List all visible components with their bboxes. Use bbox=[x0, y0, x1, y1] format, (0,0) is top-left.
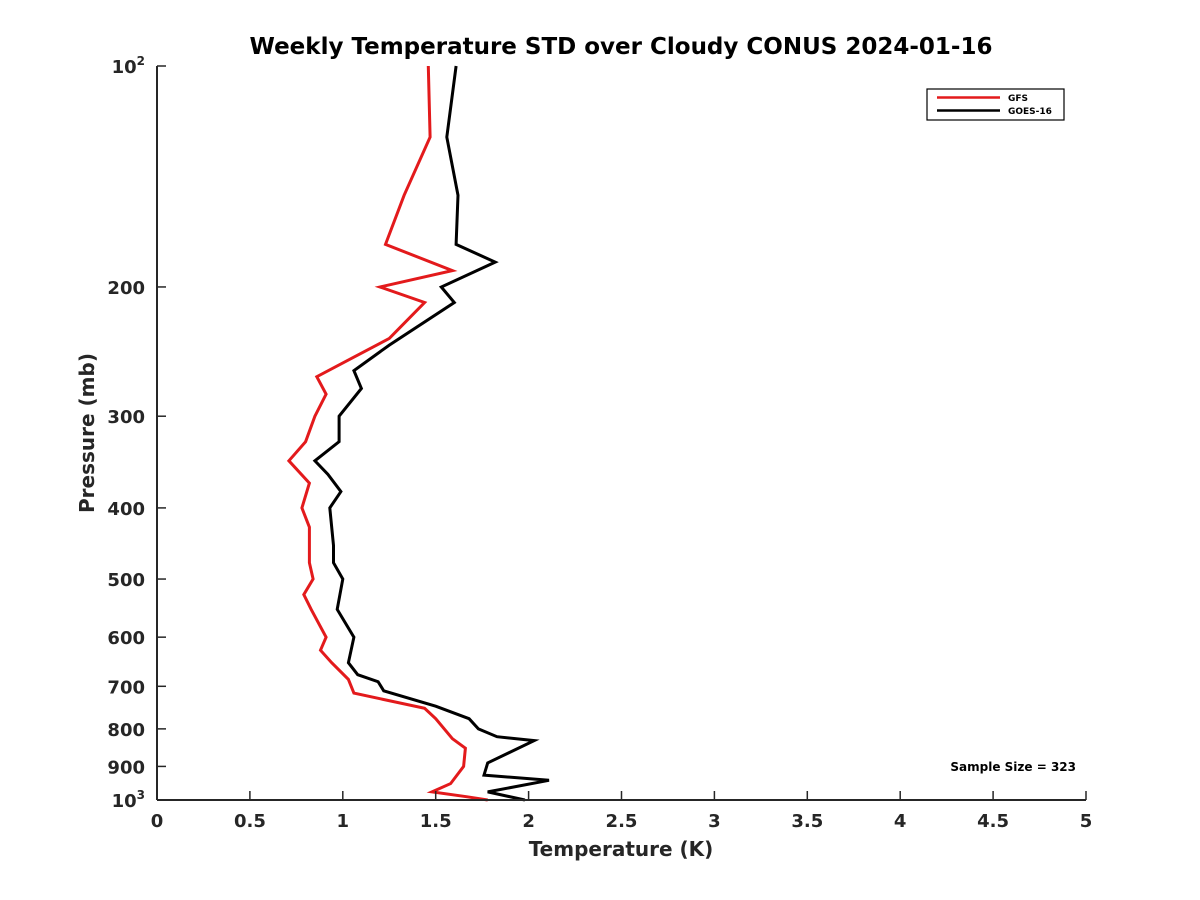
x-tick-label: 2 bbox=[522, 811, 535, 832]
x-tick-label: 3.5 bbox=[791, 811, 823, 832]
chart-title: Weekly Temperature STD over Cloudy CONUS… bbox=[250, 34, 993, 60]
x-tick-label: 1 bbox=[337, 811, 350, 832]
x-tick-label: 5 bbox=[1080, 811, 1093, 832]
x-tick-label: 1.5 bbox=[420, 811, 452, 832]
y-tick-label: 102 bbox=[112, 54, 145, 78]
series-line-goes16 bbox=[312, 65, 550, 802]
y-tick-label: 200 bbox=[107, 278, 145, 299]
plot-area: 0 0.5 1 1.5 2 2.5 3 3.5 4 4.5 5 102 200 300 400 500 600… bbox=[107, 54, 1092, 832]
x-tick-label: 0 bbox=[151, 811, 164, 832]
legend-label-goes16: GOES-16 bbox=[1008, 107, 1052, 117]
legend-box bbox=[926, 88, 1065, 121]
x-tick-label: 4.5 bbox=[977, 811, 1009, 832]
series-line-gfs bbox=[286, 65, 488, 802]
sample-size-annotation: Sample Size = 323 bbox=[950, 760, 1076, 774]
series-layer bbox=[286, 65, 550, 802]
y-axis-label: Pressure (mb) bbox=[75, 353, 99, 513]
y-ticks: 102 200 300 400 500 600 700 800 900 103 bbox=[107, 54, 166, 812]
y-tick-label: 500 bbox=[107, 570, 145, 591]
x-tick-label: 3 bbox=[708, 811, 721, 832]
x-tick-label: 2.5 bbox=[606, 811, 638, 832]
y-tick-label: 800 bbox=[107, 720, 145, 741]
x-ticks: 0 0.5 1 1.5 2 2.5 3 3.5 4 4.5 5 bbox=[151, 791, 1093, 832]
x-tick-label: 0.5 bbox=[234, 811, 266, 832]
y-tick-label: 300 bbox=[107, 407, 145, 428]
x-axis-label: Temperature (K) bbox=[529, 837, 714, 861]
x-tick-label: 4 bbox=[894, 811, 907, 832]
y-tick-label: 103 bbox=[112, 788, 145, 812]
legend: GFS GOES-16 bbox=[926, 88, 1065, 121]
y-tick-label: 900 bbox=[107, 757, 145, 778]
y-tick-label: 700 bbox=[107, 677, 145, 698]
legend-label-gfs: GFS bbox=[1008, 94, 1028, 104]
y-tick-label: 400 bbox=[107, 499, 145, 520]
y-tick-label: 600 bbox=[107, 628, 145, 649]
